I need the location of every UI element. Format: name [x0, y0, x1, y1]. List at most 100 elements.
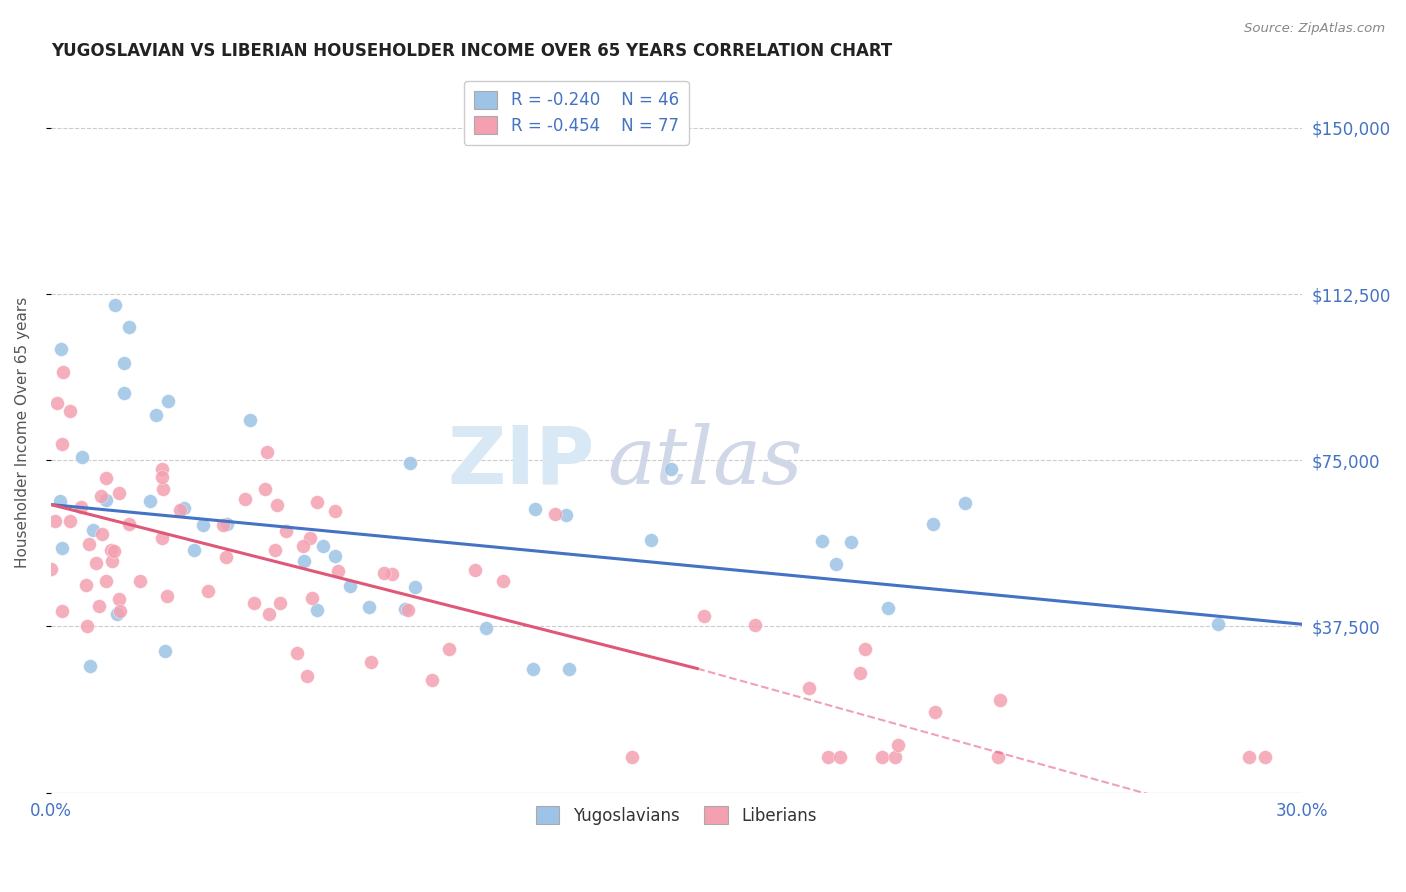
- Point: [217, 517, 239, 532]
- Point: [112, 386, 135, 401]
- Point: [269, 596, 291, 610]
- Point: [849, 666, 872, 681]
- Point: [69, 500, 91, 514]
- Point: [51, 541, 73, 556]
- Point: [156, 589, 179, 603]
- Point: [233, 491, 256, 506]
- Text: Source: ZipAtlas.com: Source: ZipAtlas.com: [1244, 22, 1385, 36]
- Point: [554, 508, 576, 522]
- Point: [544, 507, 567, 521]
- Point: [380, 566, 402, 581]
- Point: [79, 537, 101, 551]
- Point: [292, 553, 315, 567]
- Point: [292, 540, 315, 554]
- Point: [305, 495, 328, 509]
- Point: [58, 403, 80, 417]
- Point: [191, 518, 214, 533]
- Point: [215, 549, 238, 564]
- Point: [464, 563, 486, 577]
- Point: [41, 562, 63, 576]
- Point: [257, 607, 280, 621]
- Point: [107, 591, 129, 606]
- Point: [243, 596, 266, 610]
- Point: [357, 599, 380, 614]
- Point: [197, 584, 219, 599]
- Point: [298, 531, 321, 545]
- Point: [44, 515, 66, 529]
- Point: [339, 579, 361, 593]
- Point: [49, 494, 72, 508]
- Point: [173, 501, 195, 516]
- Point: [693, 609, 716, 624]
- Point: [51, 604, 73, 618]
- Point: [558, 661, 581, 675]
- Point: [59, 514, 82, 528]
- Point: [311, 540, 333, 554]
- Point: [94, 471, 117, 485]
- Point: [990, 693, 1012, 707]
- Y-axis label: Householder Income Over 65 years: Householder Income Over 65 years: [15, 297, 30, 568]
- Point: [877, 601, 900, 615]
- Point: [953, 496, 976, 510]
- Point: [212, 517, 235, 532]
- Point: [420, 673, 443, 688]
- Point: [253, 483, 276, 497]
- Point: [328, 564, 350, 578]
- Point: [437, 641, 460, 656]
- Point: [94, 574, 117, 588]
- Point: [810, 533, 832, 548]
- Point: [830, 750, 852, 764]
- Point: [987, 750, 1010, 764]
- Legend: Yugoslavians, Liberians: Yugoslavians, Liberians: [526, 796, 827, 835]
- Point: [75, 578, 97, 592]
- Text: YUGOSLAVIAN VS LIBERIAN HOUSEHOLDER INCOME OVER 65 YEARS CORRELATION CHART: YUGOSLAVIAN VS LIBERIAN HOUSEHOLDER INCO…: [51, 42, 891, 60]
- Point: [51, 343, 73, 357]
- Point: [523, 502, 546, 516]
- Point: [373, 566, 395, 581]
- Point: [886, 738, 908, 752]
- Point: [264, 543, 287, 558]
- Point: [150, 531, 173, 545]
- Point: [295, 669, 318, 683]
- Point: [90, 526, 112, 541]
- Point: [492, 574, 515, 588]
- Point: [266, 499, 288, 513]
- Point: [105, 607, 128, 622]
- Point: [118, 516, 141, 531]
- Point: [87, 599, 110, 614]
- Text: ZIP: ZIP: [447, 422, 595, 500]
- Point: [620, 750, 643, 764]
- Point: [239, 413, 262, 427]
- Point: [797, 681, 820, 696]
- Point: [100, 554, 122, 568]
- Point: [872, 750, 894, 764]
- Point: [45, 395, 67, 409]
- Point: [145, 408, 167, 422]
- Point: [96, 492, 118, 507]
- Point: [100, 542, 122, 557]
- Point: [152, 462, 174, 476]
- Point: [360, 655, 382, 669]
- Point: [1253, 750, 1275, 764]
- Point: [183, 542, 205, 557]
- Point: [883, 750, 905, 764]
- Point: [150, 470, 173, 484]
- Point: [103, 544, 125, 558]
- Point: [825, 557, 848, 571]
- Point: [839, 535, 862, 549]
- Point: [108, 486, 131, 500]
- Point: [139, 493, 162, 508]
- Point: [640, 533, 662, 547]
- Point: [82, 523, 104, 537]
- Point: [394, 601, 416, 615]
- Point: [51, 437, 73, 451]
- Point: [659, 462, 682, 476]
- Point: [169, 503, 191, 517]
- Point: [399, 456, 422, 470]
- Point: [922, 517, 945, 532]
- Point: [404, 580, 426, 594]
- Point: [1208, 616, 1230, 631]
- Point: [924, 705, 946, 719]
- Point: [256, 445, 278, 459]
- Point: [108, 604, 131, 618]
